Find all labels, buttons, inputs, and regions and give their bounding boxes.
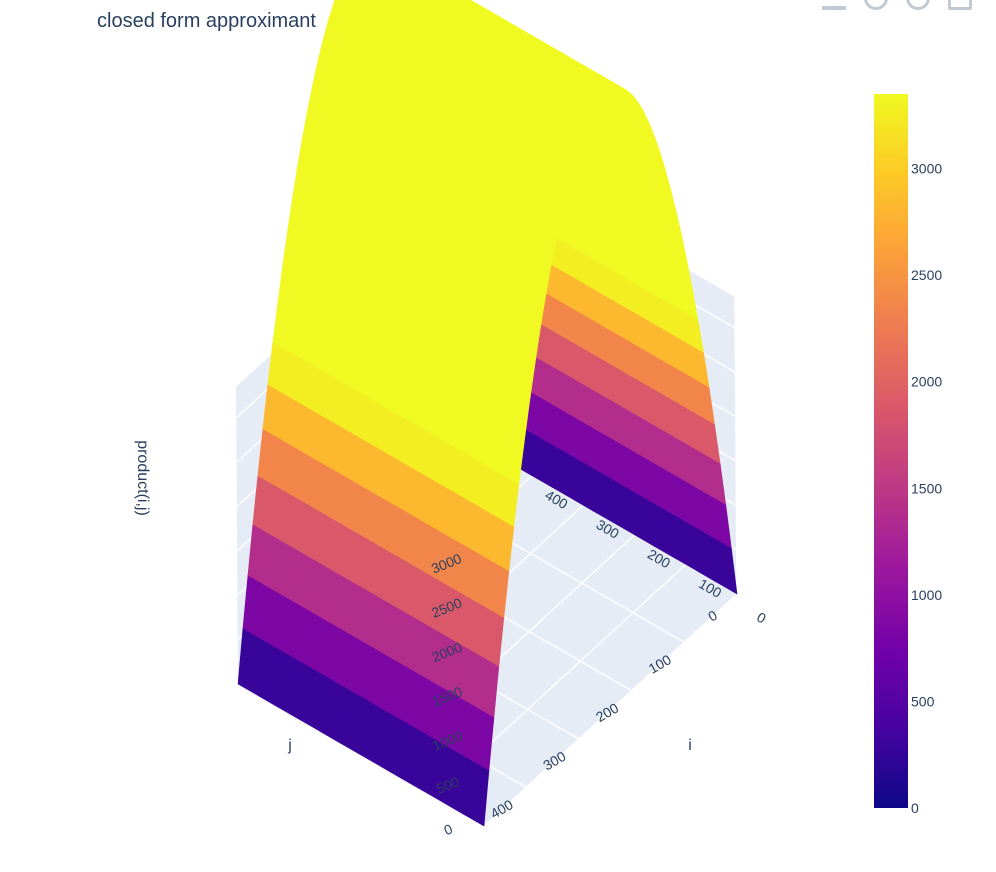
colorbar-tick-1500: 1500 <box>911 480 942 496</box>
colorbar-tick-1000: 1000 <box>911 587 942 603</box>
reset-camera-icon[interactable] <box>948 0 972 10</box>
chart-title: closed form approximant <box>97 10 316 32</box>
colorbar-tick-0: 0 <box>911 800 919 816</box>
surface-cell <box>463 758 490 827</box>
axis-title-j: j <box>287 737 292 754</box>
tick-label-z-0: 0 <box>442 820 455 838</box>
zoom-icon[interactable] <box>822 0 846 10</box>
grid-wall-i-0 <box>734 296 738 595</box>
axis-titles: i j product(i,j) <box>134 440 692 754</box>
colorbar-tick-2500: 2500 <box>911 267 942 283</box>
surface-mesh[interactable] <box>237 0 738 827</box>
axis-title-z: product(i,j) <box>134 440 151 516</box>
colorbar-gradient <box>874 94 908 808</box>
surface-cell <box>710 536 738 595</box>
modebar[interactable] <box>822 0 972 10</box>
colorbar-tick-500: 500 <box>911 693 935 709</box>
colorbar-tick-2000: 2000 <box>911 374 942 390</box>
axis-title-i: i <box>688 737 692 754</box>
tick-label-i-0: 0 <box>754 609 769 627</box>
colorbar: 0 500 1000 1500 2000 2500 3000 <box>874 94 942 816</box>
colorbar-tick-3000: 3000 <box>911 161 942 177</box>
